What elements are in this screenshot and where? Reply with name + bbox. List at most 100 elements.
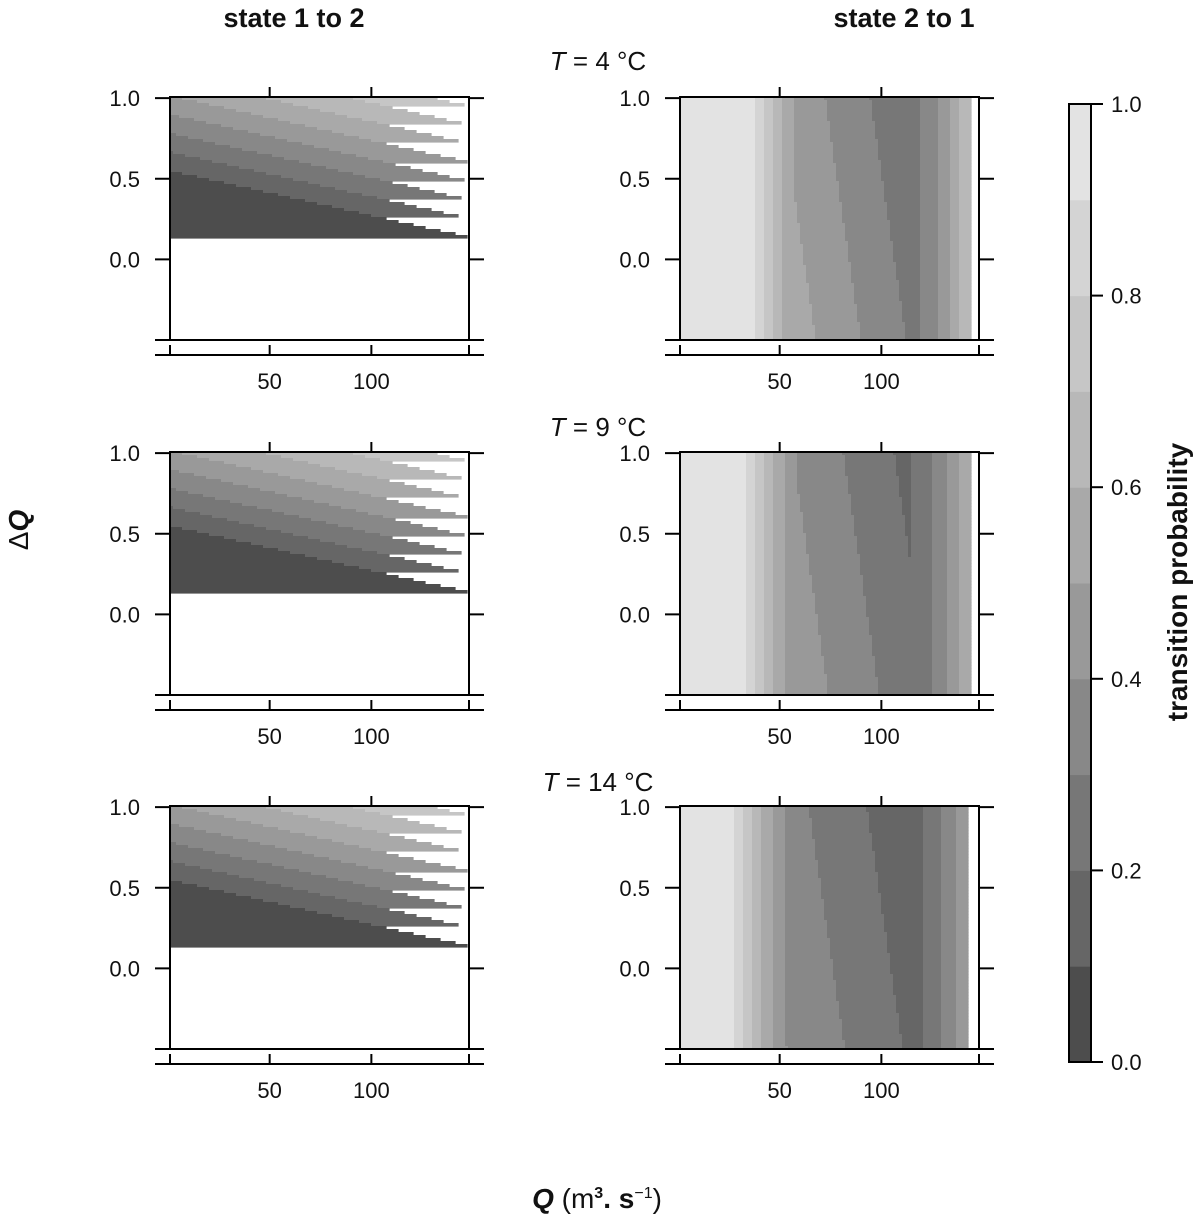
contour-cell <box>341 860 426 864</box>
contour-cell <box>773 262 783 266</box>
contour-cell <box>170 115 180 119</box>
contour-cell <box>680 902 735 906</box>
contour-cell <box>773 860 786 864</box>
contour-cell <box>782 232 801 236</box>
contour-cell <box>230 500 315 504</box>
contour-cell <box>878 142 921 146</box>
contour-cell <box>764 289 774 293</box>
contour-cell <box>752 917 762 921</box>
contour-cell <box>170 226 426 230</box>
contour-cell <box>755 175 765 179</box>
contour-cell <box>842 202 888 206</box>
contour-cell <box>773 1013 786 1017</box>
contour-cell <box>773 647 786 651</box>
contour-cell <box>743 905 753 909</box>
contour-cell <box>938 271 951 275</box>
contour-cell <box>170 196 291 200</box>
contour-cell <box>764 208 774 212</box>
x-tick-label: 50 <box>257 369 281 394</box>
contour-cell <box>785 854 816 858</box>
contour-cell <box>878 872 924 876</box>
contour-cell <box>734 950 744 954</box>
contour-cell <box>938 160 951 164</box>
contour-cell <box>170 857 243 861</box>
contour-cell <box>956 857 969 861</box>
contour-cell <box>761 899 774 903</box>
contour-cell <box>881 899 924 903</box>
contour-cell <box>761 881 774 885</box>
contour-cell <box>272 154 357 158</box>
contour-cell <box>956 977 969 981</box>
contour-cell <box>959 623 972 627</box>
contour-cell <box>950 307 960 311</box>
contour-cell <box>947 563 960 567</box>
contour-cell <box>839 193 885 197</box>
contour-cell <box>923 905 942 909</box>
contour-cell <box>764 527 774 531</box>
contour-cell <box>680 169 756 173</box>
contour-cell <box>188 491 276 495</box>
contour-cell <box>773 265 783 269</box>
contour-cell <box>947 530 960 534</box>
contour-cell <box>170 145 231 149</box>
contour-cell <box>773 274 783 278</box>
contour-cell <box>794 154 834 158</box>
contour-cell <box>680 689 747 693</box>
contour-cell <box>851 262 897 266</box>
contour-cell <box>230 145 315 149</box>
contour-cell <box>851 512 903 516</box>
contour-cell <box>773 512 786 516</box>
contour-cell <box>920 334 939 338</box>
contour-cell <box>170 518 228 522</box>
contour-cell <box>680 217 756 221</box>
contour-cell <box>785 806 810 810</box>
contour-cell <box>755 166 765 170</box>
contour-cell <box>371 214 459 218</box>
contour-cell <box>959 665 972 669</box>
contour-cell <box>761 917 774 921</box>
contour-cell <box>923 953 942 957</box>
contour-cell <box>803 250 849 254</box>
contour-cell <box>947 509 960 513</box>
contour-cell <box>920 118 939 122</box>
contour-cell <box>911 545 933 549</box>
contour-cell <box>743 821 753 825</box>
contour-cell <box>812 818 870 822</box>
contour-cell <box>920 199 939 203</box>
contour-cell <box>920 319 939 323</box>
contour-cell <box>764 124 774 128</box>
contour-cell <box>794 130 831 134</box>
contour-cell <box>908 554 912 558</box>
contour-cell <box>170 572 387 576</box>
contour-cell <box>764 121 774 125</box>
contour-cell <box>752 809 762 813</box>
contour-cell <box>761 1004 774 1008</box>
contour-cell <box>947 629 960 633</box>
contour-cell <box>845 232 891 236</box>
contour-cell <box>734 914 744 918</box>
contour-cell <box>752 998 762 1002</box>
contour-cell <box>950 226 960 230</box>
contour-cell <box>890 238 921 242</box>
contour-cell <box>782 172 795 176</box>
contour-cell <box>734 824 744 828</box>
contour-cell <box>896 1001 924 1005</box>
contour-cell <box>734 962 744 966</box>
contour-cell <box>755 665 765 669</box>
contour-cell <box>764 301 774 305</box>
contour-cell <box>842 1034 903 1038</box>
contour-cell <box>959 680 972 684</box>
contour-cell <box>902 319 921 323</box>
contour-cell <box>680 1046 735 1050</box>
contour-cell <box>803 521 855 525</box>
contour-cell <box>680 1007 735 1011</box>
contour-cell <box>794 190 840 194</box>
contour-cell <box>923 1004 942 1008</box>
contour-cell <box>893 974 924 978</box>
contour-cell <box>860 560 933 564</box>
contour-cell <box>755 545 765 549</box>
contour-cell <box>752 983 762 987</box>
contour-cell <box>893 983 924 987</box>
contour-cell <box>680 662 747 666</box>
contour-cell <box>743 1016 753 1020</box>
